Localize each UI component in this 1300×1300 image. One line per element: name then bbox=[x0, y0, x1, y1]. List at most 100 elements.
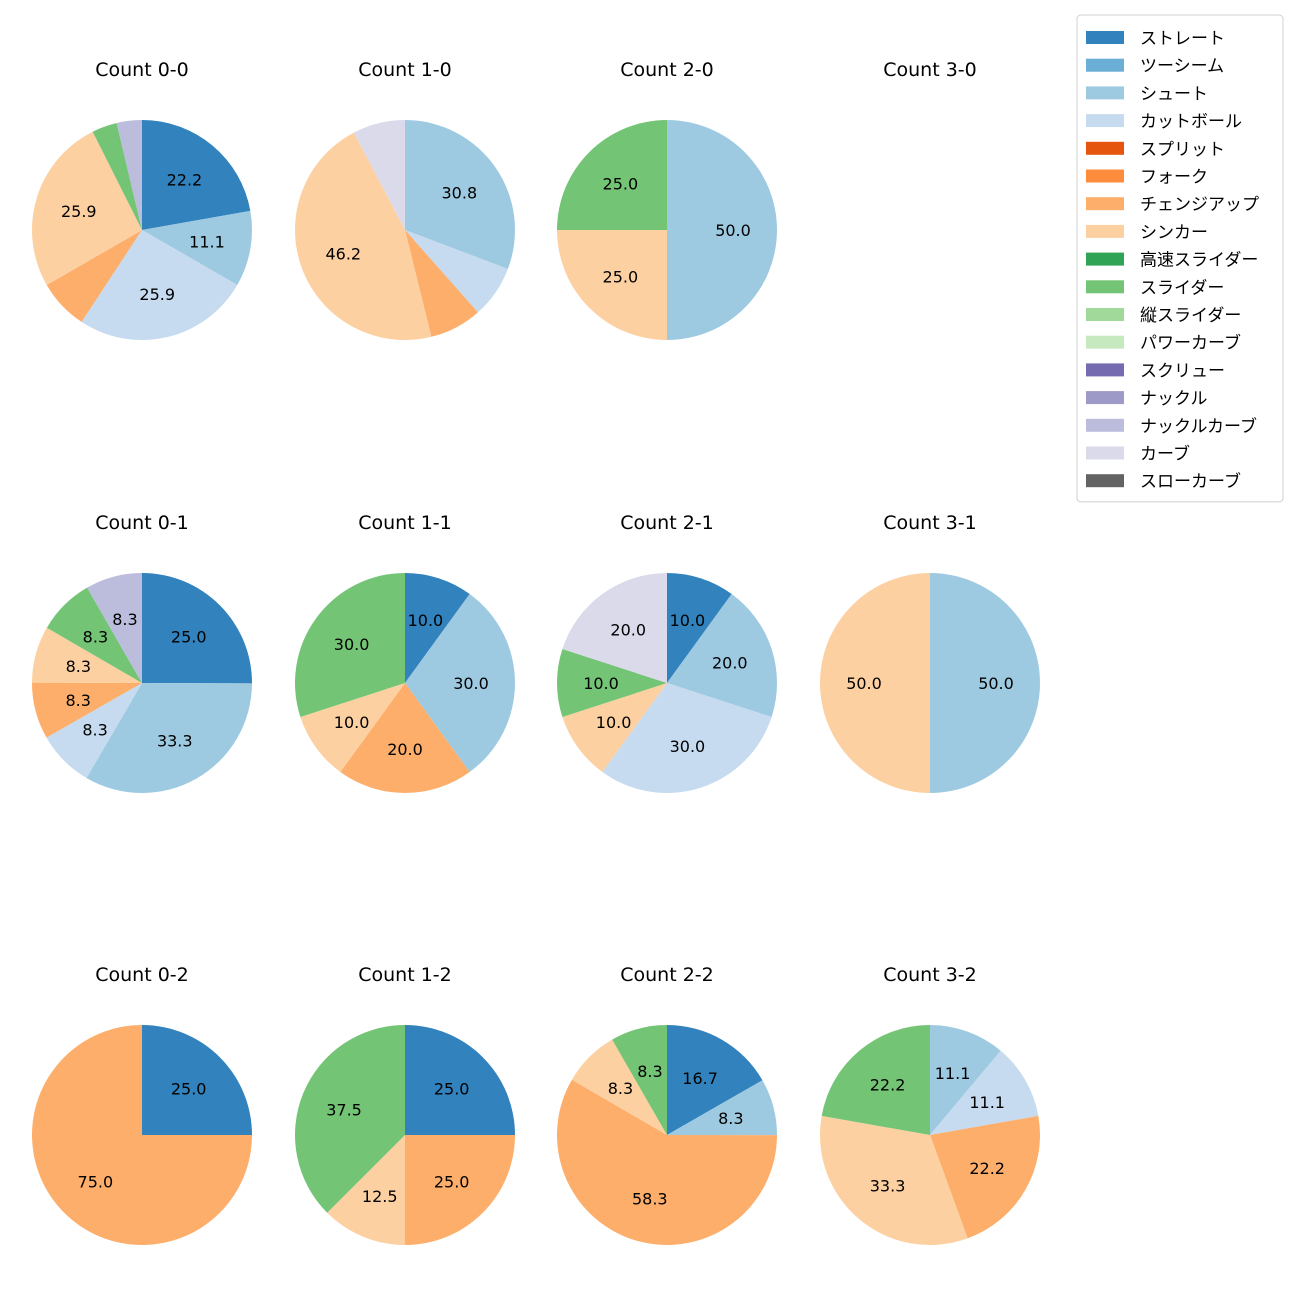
pie-slice bbox=[31, 131, 142, 285]
slice-value-label: 16.7 bbox=[682, 1069, 718, 1088]
slice-value-label: 8.3 bbox=[65, 691, 90, 710]
pie-slice bbox=[930, 1115, 1040, 1239]
legend-label: スローカーブ bbox=[1140, 471, 1241, 492]
legend-swatch bbox=[1086, 391, 1124, 405]
legend-swatch bbox=[1086, 252, 1124, 266]
legend-swatch bbox=[1086, 446, 1124, 460]
legend-label: シンカー bbox=[1140, 223, 1208, 243]
legend-label: フォーク bbox=[1140, 168, 1208, 188]
slice-value-label: 8.3 bbox=[608, 1079, 633, 1098]
slice-value-label: 25.0 bbox=[603, 268, 639, 287]
slice-value-label: 75.0 bbox=[78, 1173, 114, 1192]
slice-value-label: 25.0 bbox=[171, 1079, 207, 1098]
pie-slice bbox=[46, 683, 142, 778]
slice-value-label: 10.0 bbox=[583, 674, 619, 693]
slice-value-label: 25.0 bbox=[434, 1173, 470, 1192]
pie-slice bbox=[571, 1039, 667, 1135]
pie-title: Count 0-0 bbox=[95, 59, 189, 81]
pie-count-2-2: Count 2-216.78.358.38.38.3 bbox=[557, 964, 777, 1245]
slice-value-label: 50.0 bbox=[978, 674, 1014, 693]
slice-value-label: 22.2 bbox=[870, 1075, 906, 1094]
pie-title: Count 3-2 bbox=[883, 964, 977, 986]
pie-slice bbox=[87, 573, 142, 683]
pie-slice bbox=[300, 683, 405, 772]
legend-label: パワーカーブ bbox=[1140, 333, 1241, 354]
pie-slice bbox=[602, 683, 772, 793]
slice-value-label: 11.1 bbox=[189, 232, 225, 251]
slice-value-label: 30.0 bbox=[453, 674, 489, 693]
pie-title: Count 1-2 bbox=[358, 964, 452, 986]
pie-slice bbox=[405, 120, 515, 270]
pie-count-2-0: Count 2-0 50.0 25.0 25.0 bbox=[557, 59, 777, 340]
pie-slice bbox=[295, 573, 405, 717]
pie-slice bbox=[86, 683, 252, 793]
slice-value-label: 8.3 bbox=[83, 627, 108, 646]
slice-value-label: 12.5 bbox=[362, 1187, 398, 1206]
legend-label: スクリュー bbox=[1140, 361, 1225, 381]
legend: ストレートツーシームシュートカットボールスプリットフォークチェンジアップシンカー… bbox=[1076, 14, 1284, 503]
pie-slice bbox=[32, 1025, 252, 1245]
slice-value-label: 20.0 bbox=[387, 740, 423, 759]
pie-slice bbox=[562, 573, 667, 683]
slice-value-label: 10.0 bbox=[334, 713, 370, 732]
legend-swatch bbox=[1086, 86, 1124, 100]
legend-label: ストレート bbox=[1140, 29, 1225, 49]
pie-count-3-2: Count 3-2 11.1 11.1 22.2 33.3 22.2 bbox=[819, 964, 1040, 1245]
pie-title: Count 1-1 bbox=[358, 512, 452, 534]
legend-label: スライダー bbox=[1140, 278, 1224, 298]
legend-label: ナックルカーブ bbox=[1140, 416, 1257, 437]
legend-label: チェンジアップ bbox=[1140, 195, 1259, 215]
legend-label: カーブ bbox=[1140, 444, 1190, 465]
legend-swatch bbox=[1086, 169, 1124, 183]
slice-value-label: 25.0 bbox=[434, 1079, 470, 1098]
pie-count-3-1: Count 3-1 50.0 50.0 bbox=[820, 512, 1040, 793]
slice-value-label: 10.0 bbox=[408, 611, 444, 630]
slice-value-label: 25.0 bbox=[171, 627, 207, 646]
slice-value-label: 33.3 bbox=[157, 731, 193, 750]
pie-slice bbox=[142, 573, 252, 684]
pie-slice bbox=[562, 683, 667, 772]
slice-value-label: 8.3 bbox=[66, 657, 91, 676]
legend-swatch bbox=[1086, 114, 1124, 128]
slice-value-label: 8.3 bbox=[112, 610, 137, 629]
pie-title: Count 1-0 bbox=[358, 59, 452, 81]
pie-slice bbox=[557, 649, 667, 717]
pie-count-0-0: Count 0-0 22.2 11.1 25.9 25.9 bbox=[31, 59, 252, 340]
pie-slice bbox=[405, 594, 515, 772]
pie-slice bbox=[667, 573, 732, 683]
legend-swatch bbox=[1086, 363, 1124, 377]
legend-label: カットボール bbox=[1140, 112, 1242, 132]
pie-slice bbox=[405, 230, 508, 313]
pie-slice bbox=[405, 230, 478, 337]
slice-value-label: 33.3 bbox=[870, 1177, 906, 1196]
pie-slice bbox=[46, 587, 142, 683]
pie-title: Count 3-1 bbox=[883, 512, 977, 534]
pie-slice bbox=[142, 120, 251, 230]
slice-value-label: 11.1 bbox=[935, 1064, 971, 1083]
pie-slice bbox=[32, 627, 142, 683]
legend-swatch bbox=[1086, 224, 1124, 238]
legend-swatch bbox=[1086, 335, 1124, 349]
slice-value-label: 22.2 bbox=[167, 170, 203, 189]
slice-value-label: 20.0 bbox=[712, 654, 748, 673]
pie-slice bbox=[930, 1025, 1001, 1135]
slice-value-label: 30.0 bbox=[670, 737, 706, 756]
legend-label: 高速スライダー bbox=[1140, 251, 1258, 271]
pie-title: Count 2-1 bbox=[620, 512, 714, 534]
slice-value-label: 10.0 bbox=[596, 713, 632, 732]
pie-slice bbox=[340, 683, 470, 793]
pie-title: Count 0-1 bbox=[95, 512, 189, 534]
legend-label: ツーシーム bbox=[1140, 57, 1224, 77]
pie-slice bbox=[405, 1025, 515, 1135]
slice-value-label: 50.0 bbox=[846, 674, 882, 693]
slice-value-label: 10.0 bbox=[670, 611, 706, 630]
slice-value-label: 46.2 bbox=[325, 244, 361, 263]
slice-value-label: 37.5 bbox=[326, 1101, 362, 1120]
pie-slice bbox=[667, 120, 777, 340]
pie-count-0-1: Count 0-125.033.38.38.38.38.38.3 bbox=[32, 512, 252, 793]
pie-slice bbox=[327, 1135, 405, 1245]
pie-slice bbox=[46, 230, 142, 322]
pie-slice bbox=[821, 1025, 930, 1135]
slice-value-label: 8.3 bbox=[637, 1062, 662, 1081]
pie-slice bbox=[667, 1025, 763, 1135]
